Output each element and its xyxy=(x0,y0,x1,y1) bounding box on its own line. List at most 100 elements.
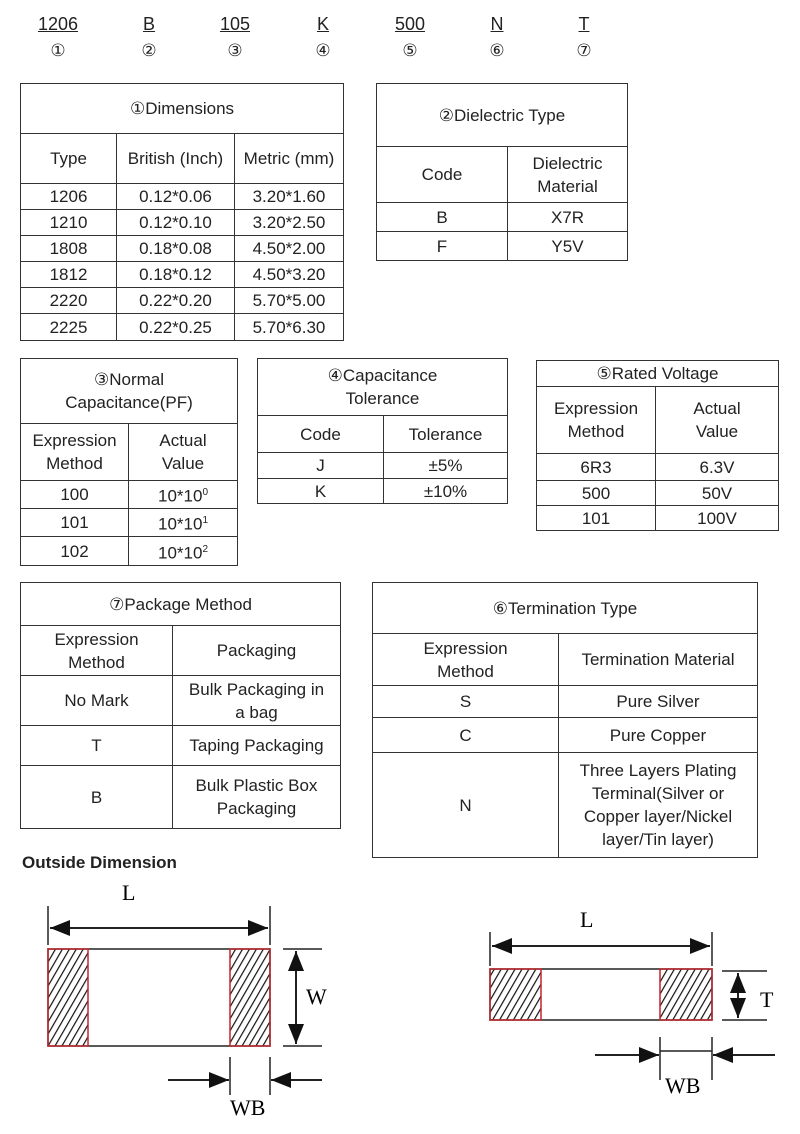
header: Expression Method xyxy=(20,625,173,676)
code-text: B xyxy=(142,14,155,34)
cell: Y5V xyxy=(507,231,628,261)
table-title: ④Capacitance Tolerance xyxy=(257,358,508,416)
cell: B xyxy=(20,765,173,829)
cell: 101 xyxy=(20,508,129,537)
side-view xyxy=(489,932,775,1080)
code-text: T xyxy=(578,14,590,34)
table-row: C Pure Copper xyxy=(372,717,758,753)
cell: Three Layers Plating Terminal(Silver or … xyxy=(558,752,758,858)
cell: 0.22*0.25 xyxy=(116,313,235,341)
cell: K xyxy=(257,478,384,504)
cell: 102 xyxy=(20,536,129,566)
tolerance-table: ④Capacitance Tolerance Code Tolerance J ±5… xyxy=(257,358,508,504)
cell: 2225 xyxy=(20,313,117,341)
table-title: ⑤Rated Voltage xyxy=(536,360,779,387)
dimensions-table: ①Dimensions Type British (Inch) Metric (mm… xyxy=(20,83,344,341)
table-row: 500 50V xyxy=(536,480,779,506)
header: Actual Value xyxy=(128,423,238,481)
value-base: 10*10 xyxy=(158,514,203,534)
cell: Pure Copper xyxy=(558,717,758,753)
package-table: ⑦Package Method Expression Method Packagi… xyxy=(20,582,341,829)
electrode-left xyxy=(489,968,542,1021)
label-length: L xyxy=(580,907,593,932)
value-base: 10*10 xyxy=(158,486,203,506)
cell: 10*100 xyxy=(128,480,238,509)
cell: F xyxy=(376,231,508,261)
value-base: 10*10 xyxy=(158,543,203,563)
cell: 5.70*5.00 xyxy=(234,287,344,314)
cell: Pure Silver xyxy=(558,685,758,718)
cell: 100 xyxy=(20,480,129,509)
label-thickness: T xyxy=(760,987,774,1012)
code-number: ② xyxy=(141,41,157,61)
cell: Bulk Plastic Box Packaging xyxy=(172,765,341,829)
code-number: ⑥ xyxy=(489,41,505,61)
code-capacitance: 105 ③ xyxy=(205,14,265,61)
table-row: 102 10*102 xyxy=(20,536,238,566)
label-width: W xyxy=(306,984,327,1009)
cell: 0.12*0.10 xyxy=(116,209,235,236)
value-exponent: 0 xyxy=(202,487,208,499)
table-row: N Three Layers Plating Terminal(Silver or… xyxy=(372,752,758,858)
code-dimensions: 1206 ① xyxy=(28,14,88,61)
header: Termination Material xyxy=(558,633,758,686)
header: Expression Method xyxy=(20,423,129,481)
electrode-left xyxy=(47,948,89,1047)
cell: Taping Packaging xyxy=(172,725,341,766)
table-title: ⑦Package Method xyxy=(20,582,341,626)
table-row: 101 10*101 xyxy=(20,508,238,537)
cell: 6.3V xyxy=(655,453,779,481)
cell: 3.20*1.60 xyxy=(234,183,344,210)
cell: S xyxy=(372,685,559,718)
cell: 101 xyxy=(536,505,656,531)
cell: C xyxy=(372,717,559,753)
cell: 0.18*0.12 xyxy=(116,261,235,288)
cell: 10*102 xyxy=(128,536,238,566)
cell: 2220 xyxy=(20,287,117,314)
label-band: WB xyxy=(665,1073,700,1098)
table-title: ⑥Termination Type xyxy=(372,582,758,634)
code-number: ⑤ xyxy=(402,41,418,61)
cell: 0.12*0.06 xyxy=(116,183,235,210)
cell: 0.22*0.20 xyxy=(116,287,235,314)
table-row: 101 100V xyxy=(536,505,779,531)
value-exponent: 1 xyxy=(202,515,208,527)
table-row: J ±5% xyxy=(257,452,508,479)
cell: Bulk Packaging in a bag xyxy=(172,675,341,726)
cell: 5.70*6.30 xyxy=(234,313,344,341)
cell: X7R xyxy=(507,202,628,232)
code-number: ① xyxy=(50,41,66,61)
top-view xyxy=(47,906,322,1095)
label-band: WB xyxy=(230,1095,265,1120)
cell: 4.50*3.20 xyxy=(234,261,344,288)
table-row: F Y5V xyxy=(376,231,628,261)
capacitance-table: ③Normal Capacitance(PF) Expression Metho… xyxy=(20,358,238,566)
table-row: 2225 0.22*0.25 5.70*6.30 xyxy=(20,313,344,341)
header: Dielectric Material xyxy=(507,146,628,203)
electrode-right xyxy=(229,948,271,1047)
table-row: T Taping Packaging xyxy=(20,725,341,766)
label-length: L xyxy=(122,880,135,905)
table-row: K ±10% xyxy=(257,478,508,504)
header: Packaging xyxy=(172,625,341,676)
value-exponent: 2 xyxy=(202,543,208,555)
cell: N xyxy=(372,752,559,858)
header: Tolerance xyxy=(383,415,508,453)
header: Expression Method xyxy=(372,633,559,686)
cell: ±5% xyxy=(383,452,508,479)
table-row: 100 10*100 xyxy=(20,480,238,509)
cell: ±10% xyxy=(383,478,508,504)
table-row: No Mark Bulk Packaging in a bag xyxy=(20,675,341,726)
code-number: ⑦ xyxy=(576,41,592,61)
header: Expression Method xyxy=(536,386,656,454)
table-row: S Pure Silver xyxy=(372,685,758,718)
cell: 100V xyxy=(655,505,779,531)
header: Code xyxy=(376,146,508,203)
table-row: 2220 0.22*0.20 5.70*5.00 xyxy=(20,287,344,314)
cell: 10*101 xyxy=(128,508,238,537)
code-number: ④ xyxy=(315,41,331,61)
voltage-table: ⑤Rated Voltage Expression Method Actual V… xyxy=(536,360,779,531)
